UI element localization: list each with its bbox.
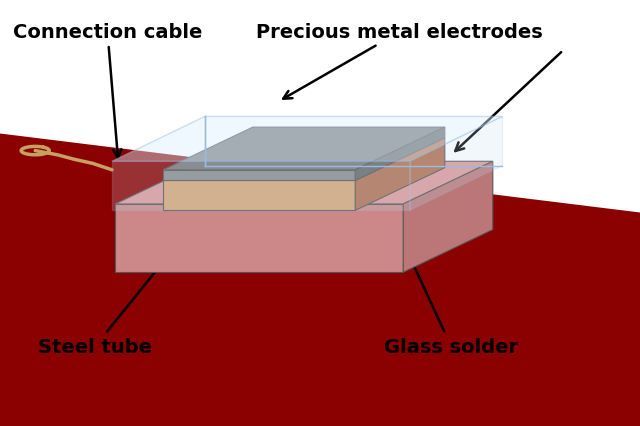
Text: Precious metal electrodes: Precious metal electrodes bbox=[256, 23, 543, 99]
Polygon shape bbox=[410, 117, 502, 211]
Polygon shape bbox=[115, 162, 493, 204]
Polygon shape bbox=[403, 162, 493, 273]
Polygon shape bbox=[355, 138, 445, 211]
Text: Steel tube: Steel tube bbox=[38, 243, 179, 356]
Polygon shape bbox=[163, 170, 355, 181]
Polygon shape bbox=[112, 117, 502, 162]
Polygon shape bbox=[163, 181, 355, 211]
Polygon shape bbox=[355, 128, 445, 181]
Text: Connection cable: Connection cable bbox=[13, 23, 202, 158]
Polygon shape bbox=[163, 138, 445, 181]
Polygon shape bbox=[0, 0, 640, 213]
Polygon shape bbox=[112, 162, 410, 211]
Polygon shape bbox=[115, 204, 403, 273]
Polygon shape bbox=[163, 128, 445, 170]
Text: Glass solder: Glass solder bbox=[384, 214, 518, 356]
